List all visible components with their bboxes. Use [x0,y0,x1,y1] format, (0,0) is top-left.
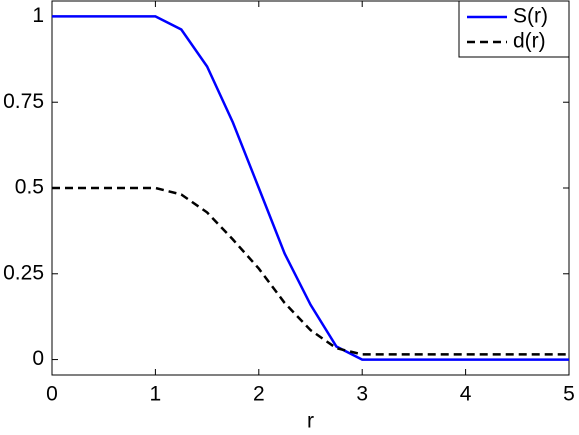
x-tick-label: 0 [46,383,58,406]
x-tick-label: 4 [460,383,472,406]
y-tick-label: 0 [32,347,44,370]
legend-label: d(r) [513,30,546,53]
plot-area [51,0,570,376]
legend-label: S(r) [513,5,548,28]
x-tick-label: 5 [563,383,575,406]
y-tick-label: 0.5 [15,176,44,199]
data-line [52,15,569,361]
x-axis-label: r [307,410,314,433]
x-tick-label: 1 [150,383,162,406]
x-tick-label: 2 [253,383,265,406]
legend-box [458,0,570,58]
x-tick-label: 3 [356,383,368,406]
y-tick-label: 0.25 [3,261,44,284]
y-tick-label: 0.75 [3,90,44,113]
data-line [52,186,569,356]
y-tick-label: 1 [32,4,44,27]
